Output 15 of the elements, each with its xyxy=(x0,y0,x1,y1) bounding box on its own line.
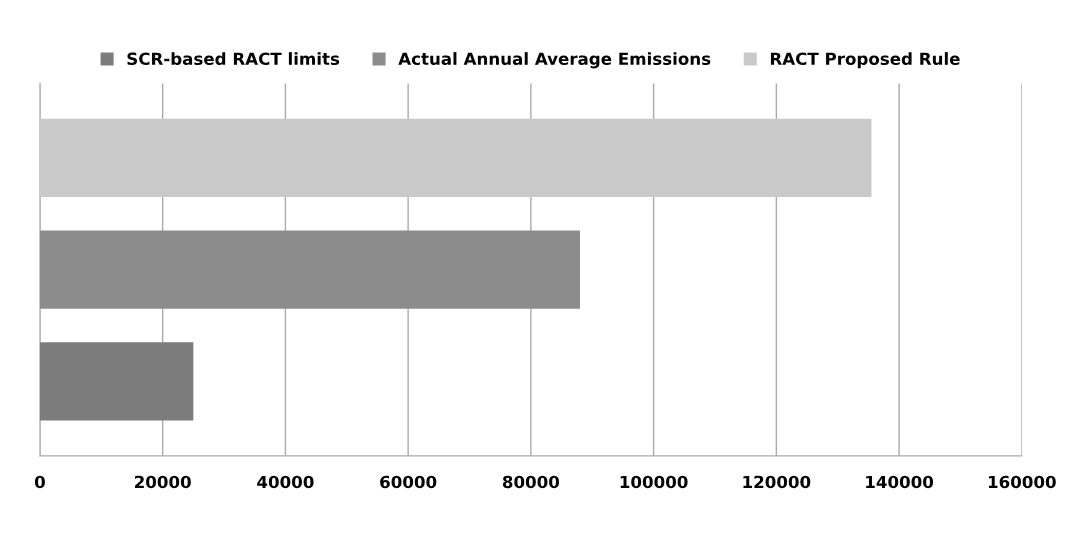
x-tick-label: 60000 xyxy=(380,475,437,489)
x-tick-label: 160000 xyxy=(988,475,1056,489)
bar xyxy=(39,230,580,309)
legend-label: RACT Proposed Rule xyxy=(770,52,960,69)
x-tick-label: 40000 xyxy=(257,475,314,489)
x-tick-label: 140000 xyxy=(866,475,934,489)
x-tick-label: 0 xyxy=(34,475,45,489)
legend-label: SCR-based RACT limits xyxy=(127,52,340,66)
bar xyxy=(39,342,194,421)
bar xyxy=(39,118,872,198)
legend-label: Actual Annual Average Emissions xyxy=(398,52,711,69)
x-tick-label: 20000 xyxy=(134,475,191,489)
x-tick-label: 100000 xyxy=(620,475,688,489)
x-tick-label: 120000 xyxy=(743,475,811,489)
x-tick-label: 80000 xyxy=(502,475,560,489)
